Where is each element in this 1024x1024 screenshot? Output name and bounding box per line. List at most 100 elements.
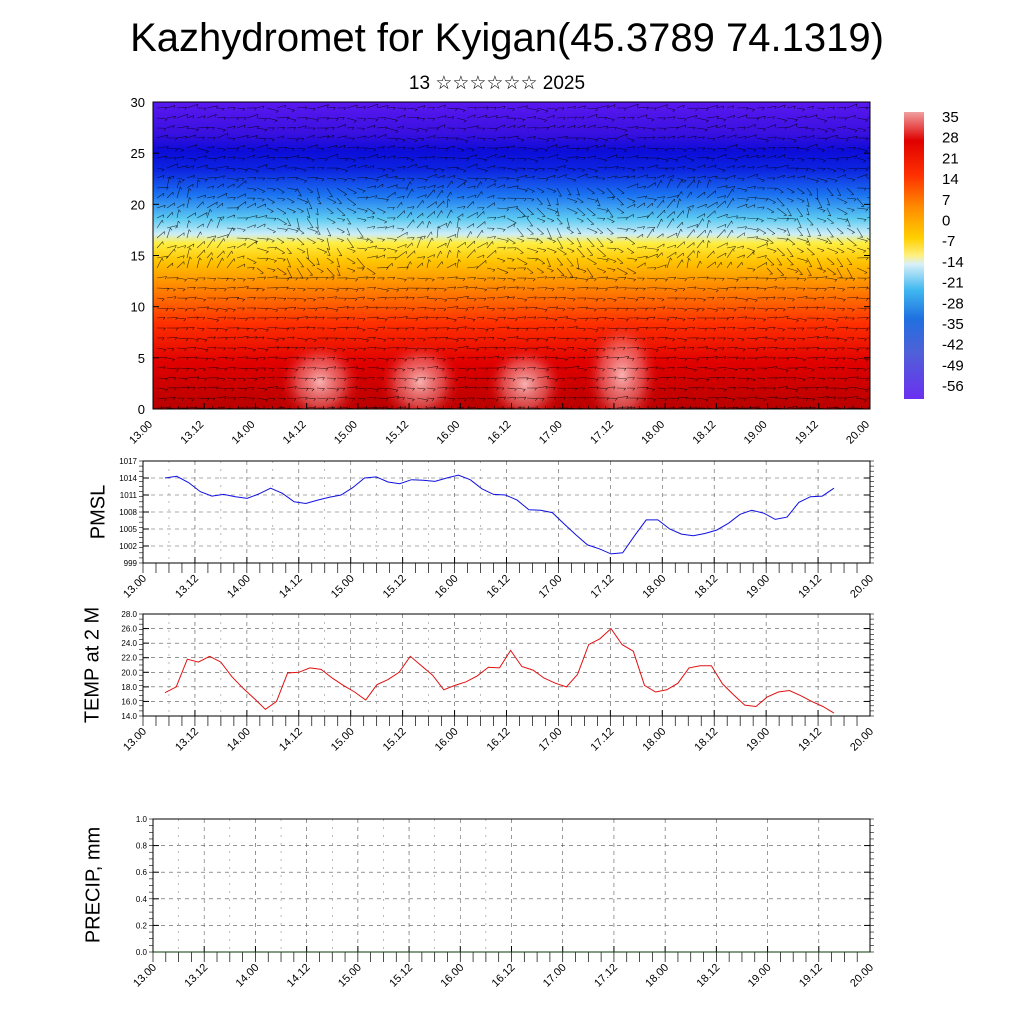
- wind-vector: [776, 197, 785, 206]
- wind-vector-barb: [189, 197, 192, 200]
- wind-vector-barb: [673, 277, 677, 280]
- wind-vector: [386, 145, 395, 149]
- wind-vector: [206, 209, 211, 219]
- wind-vector-barb: [693, 398, 696, 401]
- wind-vector: [436, 287, 447, 290]
- wind-vector: [546, 217, 554, 221]
- wind-vector: [616, 327, 628, 329]
- wind-vector-barb: [311, 388, 315, 392]
- wind-vector-barb: [804, 319, 807, 323]
- wind-vector-barb: [174, 116, 176, 119]
- wind-vector-barb: [773, 357, 776, 361]
- wind-vector: [666, 147, 675, 149]
- wind-vector-barb: [271, 368, 275, 372]
- wind-vector-barb: [800, 251, 804, 254]
- wind-vector-barb: [696, 309, 699, 312]
- wind-vector: [156, 366, 166, 369]
- wind-vector-barb: [372, 273, 376, 275]
- wind-vector: [536, 147, 548, 150]
- wind-vector: [736, 337, 745, 340]
- wind-vector: [676, 179, 683, 189]
- wind-vector-barb: [785, 348, 788, 352]
- wind-vector-barb: [345, 135, 347, 139]
- wind-vector: [476, 157, 487, 161]
- wind-vector-barb: [664, 346, 667, 350]
- wind-vector: [616, 276, 627, 279]
- wind-vector: [576, 167, 585, 171]
- wind-vector-barb: [576, 148, 580, 152]
- wind-vector: [776, 174, 785, 179]
- wind-vector: [196, 397, 209, 399]
- wind-vector: [666, 218, 674, 229]
- wind-vector-barb: [161, 169, 165, 172]
- wind-vector-barb: [232, 309, 236, 312]
- wind-vector-barb: [515, 206, 518, 210]
- wind-vector-barb: [386, 174, 388, 178]
- wind-vector: [446, 397, 455, 400]
- wind-vector: [516, 306, 528, 309]
- wind-vector-barb: [837, 194, 841, 196]
- y-tick-label: 1011: [120, 491, 138, 500]
- wind-vector: [506, 367, 518, 370]
- wind-vector-barb: [452, 145, 455, 149]
- wind-vector: [566, 267, 574, 278]
- wind-vector: [296, 307, 306, 309]
- wind-vector-barb: [724, 224, 727, 228]
- wind-vector-barb: [423, 186, 426, 190]
- wind-vector: [566, 217, 570, 229]
- wind-vector: [666, 211, 675, 219]
- wind-vector-barb: [684, 124, 687, 128]
- wind-vector: [686, 250, 695, 259]
- wind-vector: [806, 135, 815, 139]
- wind-vector-barb: [533, 366, 536, 370]
- wind-vector: [606, 337, 615, 339]
- wind-vector: [466, 147, 475, 150]
- wind-vector-barb: [305, 339, 308, 342]
- wind-vector: [716, 185, 728, 189]
- wind-vector: [586, 124, 596, 129]
- wind-vector: [266, 257, 277, 262]
- wind-vector: [606, 257, 617, 262]
- wind-vector: [546, 356, 558, 359]
- wind-vector: [866, 187, 870, 190]
- wind-vector: [356, 176, 368, 179]
- wind-vector: [586, 257, 597, 264]
- wind-vector-barb: [336, 389, 339, 392]
- wind-vector-barb: [476, 212, 478, 216]
- wind-vector: [276, 346, 289, 349]
- wind-vector-barb: [284, 358, 287, 361]
- wind-vector-barb: [623, 347, 626, 351]
- wind-vector: [326, 327, 336, 329]
- wind-vector: [236, 145, 245, 149]
- wind-vector-barb: [646, 174, 649, 178]
- wind-vector-barb: [802, 338, 805, 341]
- wind-vector: [636, 174, 648, 179]
- wind-vector-barb: [292, 109, 295, 113]
- wind-vector: [656, 157, 669, 161]
- wind-vector-barb: [684, 328, 688, 331]
- wind-vector: [166, 377, 176, 379]
- wind-vector-barb: [206, 398, 210, 401]
- wind-vector: [836, 227, 844, 234]
- wind-vector: [556, 227, 562, 238]
- wind-vector: [526, 217, 533, 227]
- wind-vector-barb: [684, 278, 687, 282]
- wind-vector: [736, 165, 745, 169]
- wind-vector-barb: [651, 119, 655, 122]
- wind-vector-barb: [544, 309, 548, 313]
- wind-vector-barb: [595, 114, 598, 118]
- wind-vector-barb: [652, 136, 655, 140]
- wind-vector-barb: [574, 338, 577, 342]
- wind-vector-barb: [233, 228, 236, 232]
- x-tick-label: 14.12: [277, 573, 305, 601]
- wind-vector-barb: [842, 288, 845, 292]
- wind-vector-barb: [833, 170, 837, 173]
- wind-vector-barb: [795, 123, 798, 127]
- wind-vector: [636, 233, 644, 239]
- wind-vector-barb: [474, 194, 477, 198]
- wind-vector-barb: [295, 230, 299, 233]
- wind-vector-barb: [303, 366, 306, 370]
- wind-vector-barb: [570, 243, 574, 245]
- cross-section-x-tick-label: 13.00: [127, 419, 155, 447]
- wind-vector: [526, 306, 538, 309]
